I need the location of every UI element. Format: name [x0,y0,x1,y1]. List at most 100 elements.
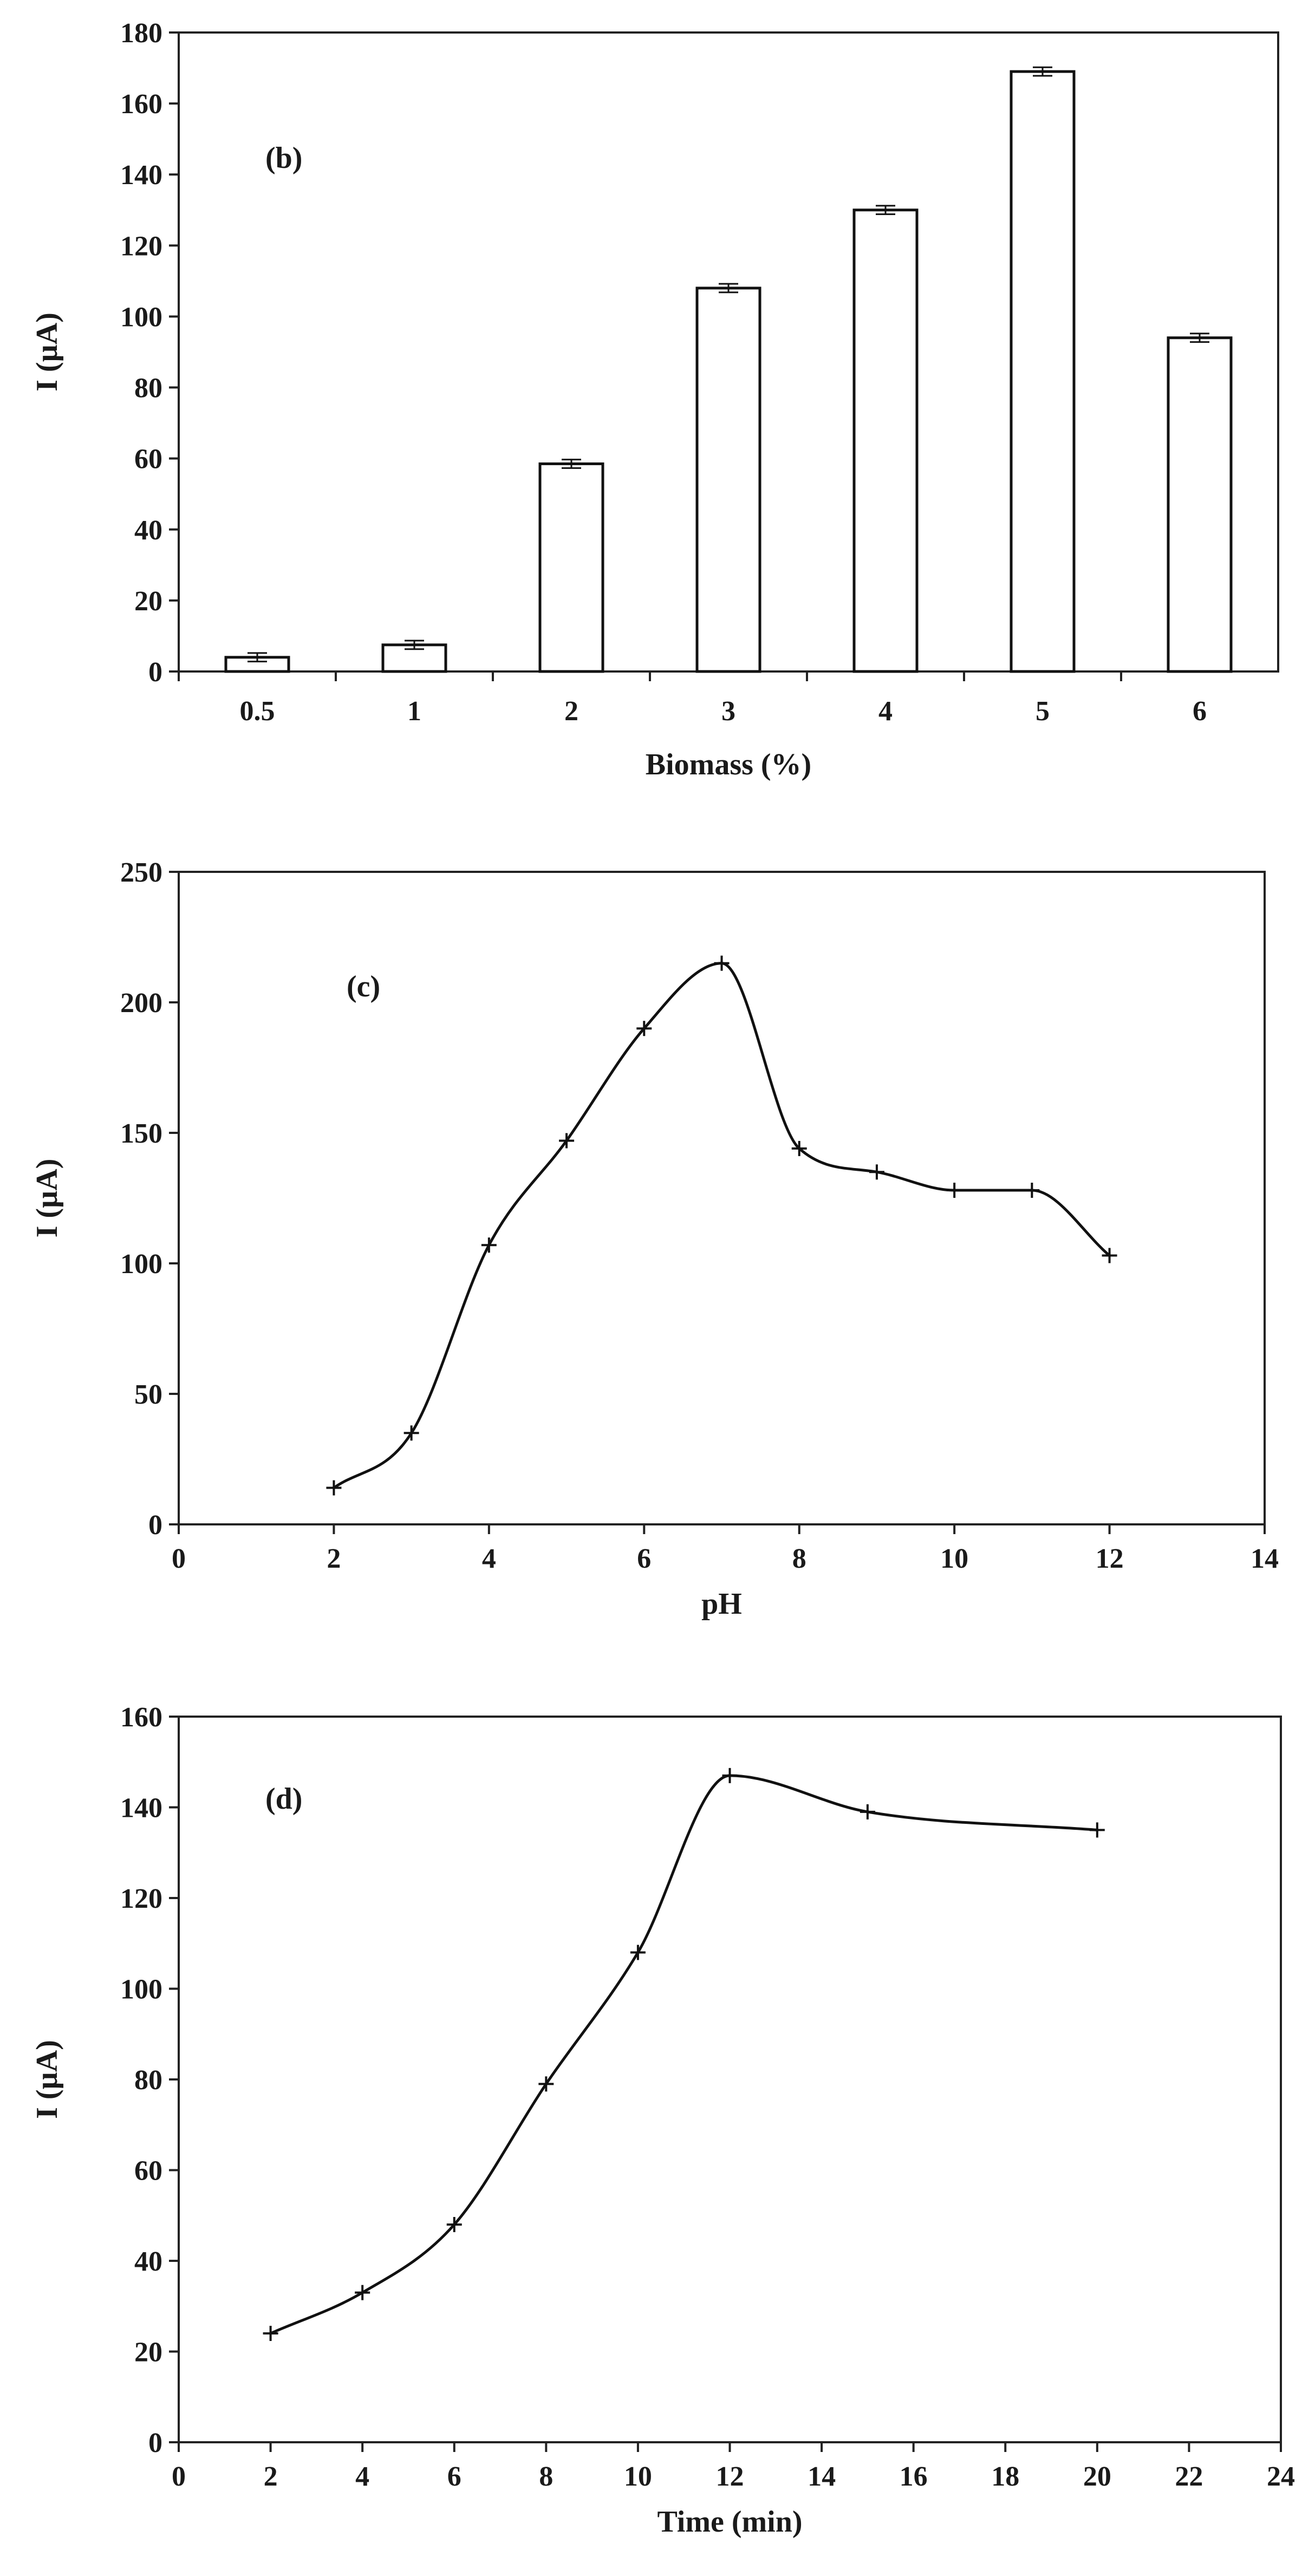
error-bar-1 [405,640,424,650]
bar-4 [852,208,919,673]
x-tick-label: 4 [878,696,893,727]
x-tick-label: 12 [716,2461,744,2492]
x-tick-label: 14 [1251,1543,1279,1574]
error-bar-2 [562,459,581,469]
y-tick-label: 20 [134,586,162,617]
x-tick-label: 22 [1175,2461,1203,2492]
x-tick-label: 24 [1267,2461,1295,2492]
y-tick-label: 60 [134,444,162,475]
data-point-11 [1024,1183,1040,1198]
x-tick-label: 0 [172,1543,186,1574]
panel-label-d: (d) [265,1782,302,1816]
y-tick-label: 40 [134,515,162,546]
y-tick-label: 0 [148,1510,162,1541]
bar-5 [1010,70,1076,673]
x-tick-label: 6 [1193,696,1207,727]
data-point-9 [869,1164,884,1180]
x-axis-title: pH [701,1587,742,1621]
y-tick-label: 120 [120,1883,162,1914]
x-axis-title: Biomass (%) [646,748,811,781]
biomass-bar-chart: 0 20 40 60 80 100 120 140 160 180 I (µA) 0.5 1 2 3 4 5 6 B… [0,0,1315,796]
y-tick-label: 40 [134,2246,162,2277]
y-tick-label: 100 [120,1974,162,2005]
y-axis-title: I (µA) [30,312,64,392]
x-tick-label: 2 [327,1543,341,1574]
data-point-2 [263,2326,278,2341]
y-tick-label: 250 [120,857,162,888]
bar-3 [695,286,761,673]
x-tick-label: 5 [1036,696,1050,727]
data-point-12 [1102,1248,1117,1263]
y-tick-label: 180 [120,18,162,49]
x-tick-label: 4 [482,1543,496,1574]
x-tick-label: 10 [940,1543,968,1574]
time-line-chart: 0 20 40 60 80 100 120 140 160 I (µA) 0 2 4 6 8 10 12 14 16… [0,1700,1315,2576]
error-bar-6 [1190,332,1209,343]
data-point-3 [403,1425,419,1441]
x-tick-label: 20 [1083,2461,1111,2492]
data-point-2 [326,1480,342,1496]
data-point-15 [860,1804,875,1819]
y-tick-label: 200 [120,988,162,1019]
x-tick-label: 3 [721,696,735,727]
x-tick-label: 18 [991,2461,1019,2492]
data-point-20 [1089,1822,1105,1838]
data-point-8 [538,2076,554,2092]
y-tick-label: 120 [120,231,162,262]
y-tick-label: 150 [120,1118,162,1149]
y-tick-label: 100 [120,302,162,332]
data-point-6 [446,2217,462,2232]
x-tick-label: 10 [624,2461,652,2492]
y-tick-label: 100 [120,1249,162,1280]
y-axis-title: I (µA) [30,2040,64,2119]
y-tick-label: 0 [148,2428,162,2458]
bar-2 [538,462,604,673]
series-line [333,962,1111,1489]
y-tick-label: 50 [134,1379,162,1410]
error-bar-3 [719,283,738,294]
x-tick-label: 14 [808,2461,836,2492]
y-axis-title: I (µA) [30,1159,64,1238]
y-tick-label: 80 [134,2065,162,2096]
y-tick-label: 0 [148,657,162,688]
x-tick-label: 16 [900,2461,928,2492]
data-point-4 [355,2285,370,2300]
panel-label-b: (b) [265,141,302,175]
data-point-5 [559,1133,575,1149]
data-point-4 [481,1237,497,1253]
error-bar-5 [1033,66,1052,77]
bar-6 [1167,336,1233,673]
series-line [270,1774,1098,2335]
y-tick-label: 140 [120,1793,162,1824]
x-tick-label: 0 [172,2461,186,2492]
x-tick-label: 4 [355,2461,369,2492]
data-point-6 [636,1021,652,1036]
y-tick-label: 160 [120,1702,162,1733]
y-tick-label: 160 [120,89,162,120]
x-tick-label: 12 [1096,1543,1124,1574]
x-tick-label: 6 [637,1543,651,1574]
x-axis-title: Time (min) [657,2505,802,2539]
y-tick-label: 80 [134,373,162,404]
data-point-10 [630,1945,646,1960]
x-tick-label: 6 [447,2461,461,2492]
y-tick-label: 20 [134,2337,162,2368]
data-point-12 [722,1768,738,1783]
x-tick-label: 1 [407,696,421,727]
ph-line-chart: 0 50 100 150 200 250 I (µA) 0 2 4 6 8 10 12 14 pH (c) [0,845,1315,1690]
data-point-10 [947,1183,962,1198]
panel-label-c: (c) [347,970,380,1003]
data-point-8 [791,1140,807,1156]
x-tick-label: 0.5 [240,696,275,727]
plot-frame [178,871,1266,1525]
x-tick-label: 8 [792,1543,806,1574]
y-tick-label: 60 [134,2156,162,2187]
error-bar-4 [876,205,895,216]
x-tick-label: 2 [564,696,578,727]
error-bar-0.5 [248,652,267,663]
x-tick-label: 2 [264,2461,278,2492]
data-point-7 [714,955,730,971]
x-tick-label: 8 [539,2461,553,2492]
y-tick-label: 140 [120,160,162,191]
plot-frame [178,1716,1282,2443]
